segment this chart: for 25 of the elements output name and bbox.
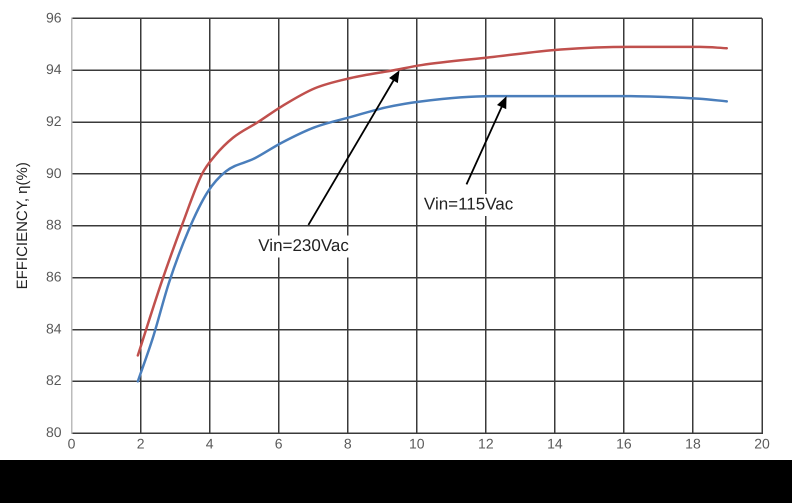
x-tick-label: 20 [754, 435, 770, 452]
annotation: Vin=230Vac [258, 236, 350, 256]
x-tick-label: 14 [547, 435, 563, 452]
y-tick-label: 84 [46, 320, 62, 336]
annotation: Vin=115Vac [424, 194, 514, 214]
x-tick-label: 0 [68, 435, 76, 452]
y-tick-label: 92 [46, 112, 62, 129]
x-tick-label: 10 [408, 435, 425, 452]
x-tick-label: 6 [274, 435, 283, 452]
y-tick-label: 90 [46, 164, 62, 181]
y-axis-title: EFFICIENCY, η(%) [14, 162, 32, 290]
y-tick-label: 86 [46, 268, 62, 285]
x-tick-label: 2 [136, 435, 145, 452]
y-tick-label: 80 [46, 424, 62, 440]
x-tick-label: 4 [206, 435, 214, 452]
line-series [136, 46, 728, 357]
y-tick-label: 94 [46, 61, 62, 78]
y-tick-label: 88 [46, 216, 62, 233]
line-series [136, 94, 728, 383]
x-tick-label: 18 [685, 435, 701, 452]
x-tick-label: 16 [616, 435, 632, 452]
x-tick-label: 8 [344, 435, 352, 452]
x-tick-label: 12 [478, 435, 494, 452]
y-tick-label: 96 [46, 9, 62, 26]
y-tick-label: 82 [46, 372, 62, 388]
